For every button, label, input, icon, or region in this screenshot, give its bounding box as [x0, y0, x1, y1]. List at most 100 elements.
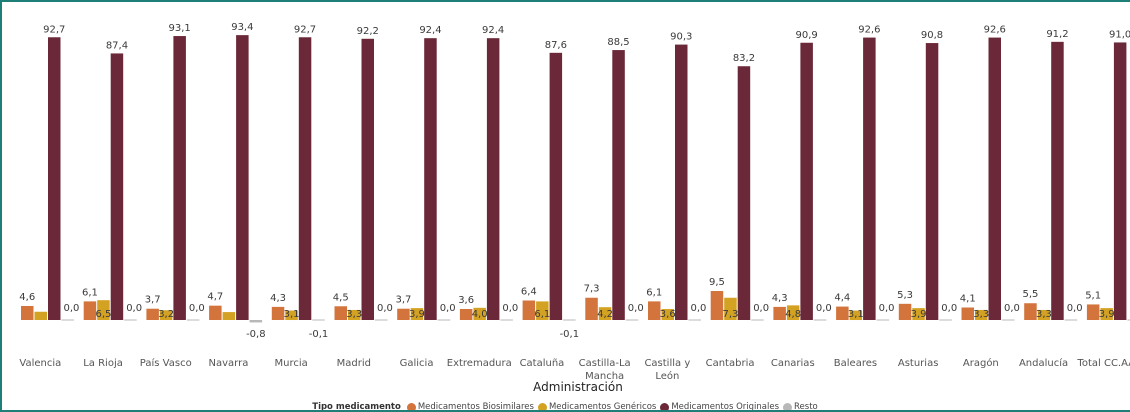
bar-medicamentos-biosimilares-murcia[interactable] — [271, 306, 285, 320]
bar-medicamentos-genericos-valencia[interactable] — [34, 311, 48, 320]
bar-medicamentos-genericos-la-rioja[interactable] — [97, 300, 110, 320]
bar-resto-extremadura[interactable] — [500, 319, 513, 321]
legend-item-resto[interactable]: Resto — [783, 402, 818, 410]
bar-medicamentos-biosimilares-asturias[interactable] — [898, 303, 912, 320]
bar-resto-pais-vasco[interactable] — [186, 319, 200, 321]
bar-resto-baleares[interactable] — [876, 319, 890, 321]
bar-medicamentos-biosimilares-cataluna[interactable] — [522, 300, 536, 320]
data-label-medicamentos-biosimilares-navarra: 4,7 — [207, 292, 223, 303]
data-label-medicamentos-genericos-canarias: 4,8 — [785, 309, 801, 320]
bar-medicamentos-biosimilares-canarias[interactable] — [773, 306, 786, 320]
bar-resto-madrid[interactable] — [375, 319, 388, 321]
bar-medicamentos-biosimilares-la-rioja[interactable] — [83, 301, 97, 320]
x-tick-label-murcia: Murcia — [275, 358, 308, 369]
data-label-medicamentos-biosimilares-galicia: 3,7 — [395, 295, 411, 306]
data-label-medicamentos-originales-total-cc-aa: 91,0 — [1109, 29, 1130, 40]
data-label-medicamentos-biosimilares-valencia: 4,6 — [19, 292, 35, 303]
bar-medicamentos-originales-cantabria[interactable] — [737, 66, 751, 321]
bar-medicamentos-biosimilares-madrid[interactable] — [334, 306, 348, 320]
data-label-medicamentos-genericos-galicia: 3,9 — [409, 309, 425, 320]
bar-medicamentos-genericos-pais-vasco[interactable] — [159, 310, 173, 320]
data-label-medicamentos-genericos-andalucia: 3,3 — [1036, 309, 1052, 320]
data-label-resto-castilla-la-mancha: 0,0 — [628, 303, 644, 314]
bar-medicamentos-biosimilares-castilla-la-mancha[interactable] — [585, 297, 598, 320]
bar-resto-galicia[interactable] — [437, 319, 451, 321]
data-label-medicamentos-genericos-la-rioja: 6,5 — [95, 309, 111, 320]
bar-medicamentos-originales-pais-vasco[interactable] — [173, 36, 186, 321]
x-tick-label-aragon: Aragón — [963, 357, 999, 369]
bar-medicamentos-originales-castilla-y-leon[interactable] — [675, 44, 688, 321]
bar-medicamentos-genericos-total-cc-aa[interactable] — [1100, 308, 1113, 320]
bar-medicamentos-genericos-castilla-la-mancha[interactable] — [598, 307, 612, 320]
bar-medicamentos-biosimilares-castilla-y-leon[interactable] — [648, 301, 661, 320]
legend-item-biosimilares[interactable]: Medicamentos Biosimilares — [406, 402, 534, 412]
data-label-medicamentos-biosimilares-la-rioja: 6,1 — [82, 287, 98, 298]
bar-medicamentos-originales-valencia[interactable] — [48, 37, 61, 320]
bar-medicamentos-genericos-asturias[interactable] — [912, 308, 925, 320]
bar-resto-andalucia[interactable] — [1064, 319, 1078, 321]
bar-medicamentos-biosimilares-extremadura[interactable] — [459, 309, 473, 320]
bar-resto-castilla-la-mancha[interactable] — [625, 319, 639, 321]
bar-medicamentos-originales-baleares[interactable] — [863, 37, 876, 320]
bar-medicamentos-originales-extremadura[interactable] — [486, 38, 500, 321]
x-tick-label-cantabria: Cantabria — [706, 358, 755, 369]
data-label-resto-galicia: 0,0 — [440, 303, 456, 314]
bar-medicamentos-genericos-galicia[interactable] — [410, 308, 424, 320]
bar-resto-murcia[interactable] — [312, 319, 325, 321]
bar-medicamentos-biosimilares-baleares[interactable] — [836, 306, 849, 320]
x-tick-label-andalucia: Andalucía — [1019, 357, 1068, 369]
bar-medicamentos-genericos-madrid[interactable] — [348, 309, 361, 320]
bar-resto-cataluna[interactable] — [563, 319, 576, 321]
bar-medicamentos-originales-asturias[interactable] — [925, 43, 939, 321]
bar-medicamentos-genericos-cataluna[interactable] — [536, 301, 549, 320]
bar-resto-valencia[interactable] — [61, 319, 75, 321]
bar-resto-castilla-y-leon[interactable] — [688, 319, 702, 321]
bar-medicamentos-genericos-canarias[interactable] — [786, 305, 800, 320]
bar-resto-la-rioja[interactable] — [124, 319, 137, 321]
bar-resto-navarra[interactable] — [249, 320, 263, 323]
bar-medicamentos-biosimilares-valencia[interactable] — [21, 305, 34, 320]
bar-medicamentos-originales-canarias[interactable] — [800, 42, 813, 320]
bar-medicamentos-biosimilares-cantabria[interactable] — [710, 291, 724, 320]
bar-medicamentos-genericos-cantabria[interactable] — [724, 297, 737, 320]
data-label-medicamentos-biosimilares-aragon: 4,1 — [960, 294, 976, 305]
bar-resto-cantabria[interactable] — [751, 319, 764, 321]
data-label-medicamentos-genericos-aragon: 3,3 — [973, 309, 989, 320]
data-label-resto-baleares: 0,0 — [879, 303, 895, 314]
bar-medicamentos-originales-castilla-la-mancha[interactable] — [612, 50, 625, 320]
data-label-medicamentos-originales-cataluna: 87,6 — [545, 40, 567, 51]
bar-medicamentos-originales-cataluna[interactable] — [549, 52, 563, 320]
bar-medicamentos-genericos-andalucia[interactable] — [1037, 309, 1051, 320]
bar-medicamentos-originales-madrid[interactable] — [361, 38, 375, 320]
bar-medicamentos-biosimilares-aragon[interactable] — [961, 307, 975, 321]
bar-medicamentos-biosimilares-navarra[interactable] — [209, 305, 222, 320]
bar-medicamentos-biosimilares-galicia[interactable] — [397, 308, 410, 320]
bar-resto-total-cc-aa[interactable] — [1127, 319, 1130, 321]
bar-medicamentos-genericos-baleares[interactable] — [849, 310, 863, 321]
legend-item-genericos[interactable]: Medicamentos Genéricos — [537, 402, 656, 410]
bar-medicamentos-originales-aragon[interactable] — [988, 37, 1002, 320]
legend-label-biosimilares: Medicamentos Biosimilares — [417, 402, 534, 412]
data-label-medicamentos-originales-castilla-la-mancha: 88,5 — [607, 37, 629, 48]
bar-medicamentos-originales-navarra[interactable] — [236, 35, 249, 320]
bar-medicamentos-genericos-murcia[interactable] — [285, 310, 298, 321]
bar-medicamentos-originales-galicia[interactable] — [424, 38, 437, 321]
bar-medicamentos-originales-andalucia[interactable] — [1051, 41, 1064, 321]
data-labels-layer: 4,692,70,06,16,587,40,03,73,293,10,04,79… — [19, 22, 1130, 340]
bar-resto-canarias[interactable] — [813, 319, 827, 321]
bar-medicamentos-genericos-aragon[interactable] — [975, 309, 988, 320]
bar-medicamentos-biosimilares-andalucia[interactable] — [1024, 303, 1037, 320]
bar-medicamentos-genericos-navarra[interactable] — [222, 312, 236, 320]
bar-medicamentos-genericos-castilla-y-leon[interactable] — [661, 309, 675, 320]
bar-resto-asturias[interactable] — [939, 319, 952, 321]
bar-medicamentos-originales-murcia[interactable] — [298, 37, 312, 320]
bar-medicamentos-biosimilares-total-cc-aa[interactable] — [1086, 304, 1100, 320]
legend-item-originales[interactable]: Medicamentos Originales — [660, 402, 779, 410]
bar-medicamentos-genericos-extremadura[interactable] — [473, 307, 486, 320]
data-label-resto-castilla-y-leon: 0,0 — [691, 303, 707, 314]
data-label-resto-navarra: -0,8 — [246, 329, 266, 340]
bar-resto-aragon[interactable] — [1002, 319, 1015, 321]
bar-medicamentos-originales-la-rioja[interactable] — [110, 53, 124, 321]
bar-medicamentos-biosimilares-pais-vasco[interactable] — [146, 308, 159, 320]
bar-medicamentos-originales-total-cc-aa[interactable] — [1113, 42, 1127, 320]
